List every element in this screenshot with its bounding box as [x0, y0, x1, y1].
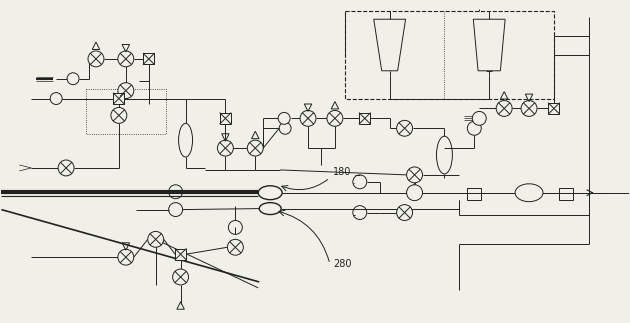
Ellipse shape [258, 186, 282, 200]
Bar [559, 188, 573, 200]
Circle shape [118, 249, 134, 265]
Circle shape [278, 112, 290, 124]
Bar [467, 188, 481, 200]
Circle shape [248, 140, 263, 156]
Circle shape [111, 108, 127, 123]
Bar [359, 113, 370, 124]
Bar [175, 249, 186, 260]
Circle shape [173, 269, 188, 285]
Circle shape [148, 231, 164, 247]
Ellipse shape [260, 203, 281, 214]
Circle shape [118, 83, 134, 99]
Circle shape [58, 160, 74, 176]
Bar [143, 53, 154, 64]
Bar [86, 89, 166, 134]
Text: 180: 180 [333, 167, 352, 177]
Bar [345, 11, 554, 99]
Circle shape [327, 110, 343, 126]
Circle shape [88, 51, 104, 67]
Bar [113, 93, 124, 104]
Bar [220, 113, 231, 124]
Text: 280: 280 [333, 259, 352, 269]
Circle shape [397, 205, 413, 221]
Circle shape [227, 239, 243, 255]
Circle shape [472, 111, 486, 125]
Circle shape [300, 110, 316, 126]
Circle shape [217, 140, 233, 156]
Circle shape [496, 100, 512, 116]
Circle shape [406, 167, 423, 183]
Circle shape [118, 51, 134, 67]
Circle shape [521, 100, 537, 116]
Ellipse shape [515, 184, 543, 202]
Bar [549, 103, 559, 114]
Circle shape [406, 185, 423, 201]
Circle shape [397, 120, 413, 136]
